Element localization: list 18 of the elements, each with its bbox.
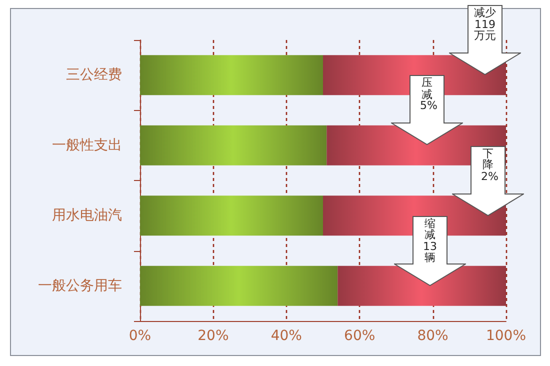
- y-tick-label: 三公经费: [66, 67, 122, 84]
- annotation: 下降2%: [481, 146, 498, 183]
- x-tick-label: 80%: [417, 328, 448, 344]
- annotation: 减少119万元: [473, 6, 497, 42]
- bar: [140, 266, 338, 306]
- bar: [140, 196, 323, 236]
- x-tick-label: 60%: [344, 328, 376, 344]
- bar: [140, 125, 327, 166]
- y-tick-label: 一般性支出: [52, 137, 122, 154]
- bar: [140, 55, 323, 96]
- y-tick-label: 用水电油汽: [52, 208, 122, 224]
- y-tick-label: 一般公务用车: [38, 278, 122, 294]
- x-tick-label: 100%: [486, 328, 526, 344]
- annotation: 缩减13辆: [423, 216, 437, 264]
- x-tick-label: 20%: [198, 328, 229, 344]
- x-tick-label: 0%: [128, 328, 152, 344]
- annotation: 压减5%: [420, 76, 438, 112]
- x-tick-label: 40%: [270, 328, 302, 344]
